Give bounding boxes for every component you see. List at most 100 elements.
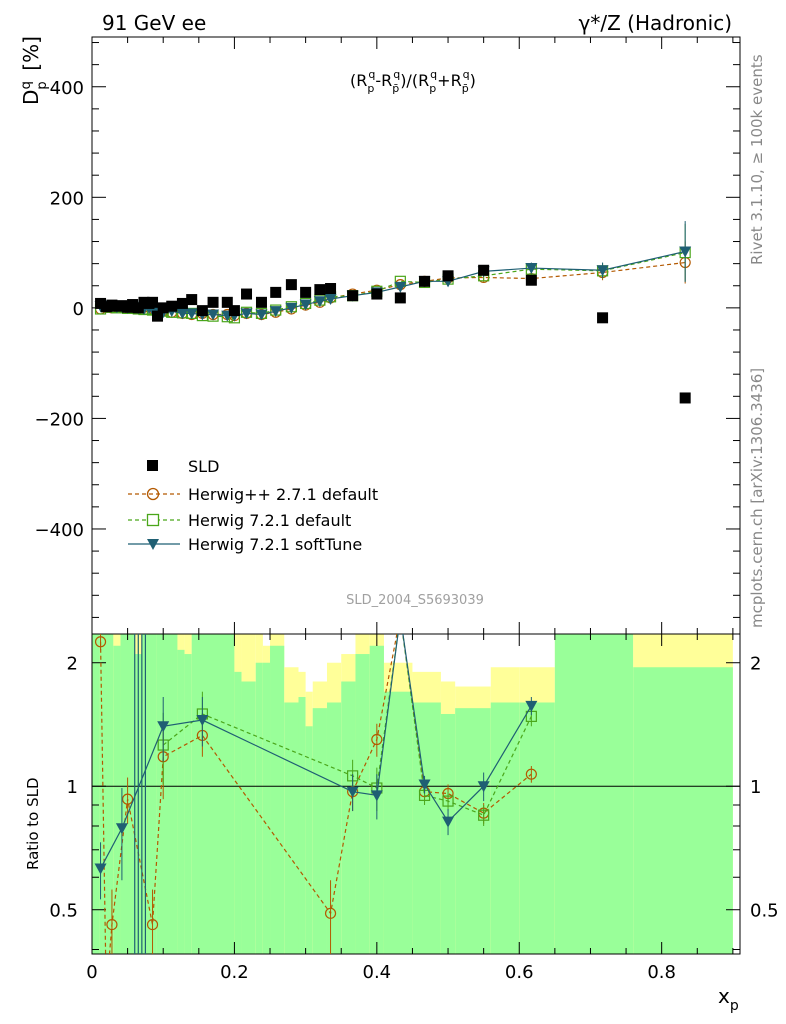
legend-marker-sld — [147, 460, 158, 471]
main-marker-sld — [157, 302, 169, 314]
legend-entry-herwig7-softtune: Herwig 7.2.1 softTune — [128, 535, 362, 554]
x-tick-label: 0.6 — [505, 962, 534, 983]
xlabel: xp — [718, 984, 739, 1014]
main-marker-herwig7-softtune — [525, 263, 538, 275]
y-tick-label-ratio-left: 1 — [67, 777, 78, 798]
ratio-marker-herwig7-softtune — [370, 790, 383, 802]
main-plot-layer — [94, 221, 692, 404]
main-marker-herwig7-softtune — [679, 246, 692, 258]
legend-entry-herwigpp: Herwig++ 2.7.1 default — [128, 485, 378, 504]
main-line-herwig7-default — [100, 251, 686, 319]
main-marker-sld — [679, 392, 691, 404]
ratio-band-green — [177, 649, 185, 954]
ratio-marker-herwig7-softtune — [157, 721, 170, 733]
main-marker-sld — [371, 288, 383, 300]
y-tick-label-main: 0 — [73, 299, 84, 320]
main-marker-herwig7-softtune — [596, 265, 609, 277]
ratio-band-green — [262, 662, 271, 954]
ratio-marker-herwig7-default — [478, 809, 490, 821]
ratio-marker-herwig7-softtune — [94, 863, 107, 875]
main-marker-sld — [442, 270, 454, 282]
ratio-band-green — [92, 634, 100, 954]
main-marker-sld — [95, 297, 107, 309]
x-tick-label: 0.4 — [363, 962, 392, 983]
x-tick-label: 0.2 — [220, 962, 249, 983]
y-tick-label-main: 400 — [50, 78, 84, 99]
ratio-frame — [91, 633, 741, 955]
watermark: SLD_2004_S5693039 — [346, 593, 484, 608]
legend-marker-herwig7-default — [146, 513, 160, 527]
main-marker-sld — [597, 312, 609, 324]
ratio-marker-herwigpp — [371, 733, 383, 746]
main-marker-sld — [116, 300, 128, 312]
legend-entry-herwig7-default: Herwig 7.2.1 default — [128, 511, 351, 530]
ratio-marker-herwigpp — [146, 918, 159, 931]
y-tick-label-main: −400 — [35, 520, 84, 541]
ratio-band-green — [191, 634, 235, 954]
main-marker-herwig7-softtune — [324, 294, 337, 306]
ratio-band-green — [412, 702, 441, 954]
main-marker-sld — [152, 310, 164, 322]
legend: SLD Herwig++ 2.7.1 default Herwig 7.2.1 … — [128, 457, 378, 554]
ylabel-ratio: Ratio to SLD — [24, 777, 42, 870]
y-tick-label-ratio-right: 1 — [750, 777, 761, 798]
main-marker-sld — [394, 292, 406, 304]
main-marker-sld — [285, 279, 297, 291]
ratio-marker-herwig7-softtune — [418, 779, 431, 791]
main-marker-herwig7-softtune — [269, 306, 282, 318]
ratio-band-green — [298, 697, 306, 954]
ratio-band-green — [554, 634, 634, 954]
header-right: γ*/Z (Hadronic) — [579, 11, 732, 35]
header-left: 91 GeV ee — [102, 11, 206, 35]
main-marker-sld — [478, 264, 490, 276]
ratio-marker-herwig7-softtune — [525, 700, 538, 712]
ratio-band-green — [305, 726, 313, 954]
main-marker-sld — [347, 290, 359, 302]
formula-text: (Rpq-Rp̄q)/(Rpq+Rp̄q) — [350, 68, 476, 95]
ratio-band-green — [255, 662, 263, 954]
legend-label-herwig7-default: Herwig 7.2.1 default — [188, 511, 351, 530]
legend-marker-herwig7-softtune — [147, 539, 159, 550]
main-marker-sld — [166, 300, 178, 312]
main-marker-sld — [100, 301, 112, 313]
legend-entry-sld: SLD — [147, 457, 219, 476]
side-rivet-label: Rivet 3.1.10, ≥ 100k events — [748, 54, 766, 265]
ratio-marker-herwigpp — [94, 636, 107, 648]
main-marker-sld — [228, 305, 240, 317]
main-marker-herwig7-softtune — [207, 309, 220, 321]
ratio-band-green — [99, 634, 114, 954]
main-marker-sld — [255, 296, 267, 308]
main-marker-sld — [186, 294, 198, 306]
main-marker-herwig7-softtune — [255, 309, 268, 321]
y-tick-label-ratio-right: 2 — [750, 654, 761, 675]
ratio-bands — [92, 634, 733, 954]
main-marker-herwig7-softtune — [285, 302, 298, 314]
main-marker-sld — [325, 283, 337, 295]
main-marker-sld — [127, 299, 139, 311]
ratio-marker-herwig7-softtune — [196, 715, 209, 727]
ylabel-main: Dpq [%] — [19, 36, 50, 105]
main-marker-sld — [176, 297, 188, 309]
main-marker-sld — [221, 296, 233, 308]
ratio-marker-herwig7-softtune — [346, 786, 359, 798]
formula: (Rpq-Rp̄q)/(Rpq+Rp̄q) — [350, 68, 476, 95]
ratio-band-green — [355, 654, 370, 954]
ratio-marker-herwigpp — [525, 768, 537, 780]
ratio-band-green — [270, 645, 285, 954]
side-mcplots-label: mcplots.cern.ch [arXiv:1306.3436] — [748, 368, 766, 628]
main-marker-sld — [207, 296, 219, 308]
ratio-band-green — [633, 667, 733, 954]
main-marker-sld — [241, 288, 253, 300]
ratio-marker-herwig7-default — [442, 795, 454, 807]
ratio-band-green — [383, 691, 413, 954]
ratio-band-green — [184, 654, 192, 954]
ratio-band-green — [312, 708, 327, 954]
y-tick-label-main: 200 — [50, 188, 84, 209]
legend-label-herwigpp: Herwig++ 2.7.1 default — [188, 485, 378, 504]
xlabel-text: xp — [718, 984, 739, 1014]
ratio-band-green — [519, 702, 555, 954]
y-tick-label-ratio-right: 0.5 — [750, 901, 779, 922]
ratio-band-green — [455, 708, 491, 954]
main-marker-herwig7-softtune — [240, 308, 253, 320]
y-tick-label-ratio-left: 0.5 — [49, 901, 78, 922]
